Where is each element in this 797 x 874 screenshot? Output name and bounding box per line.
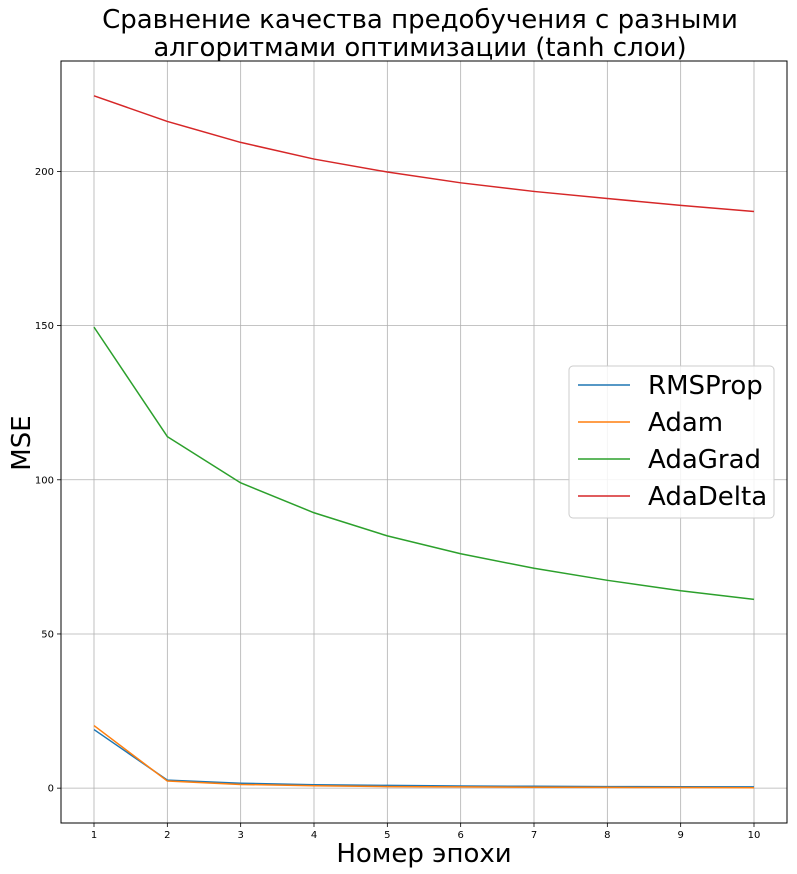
y-tick-label: 0	[48, 784, 54, 795]
x-tick-label: 1	[91, 830, 97, 841]
legend-label-rmsprop: RMSProp	[648, 371, 763, 401]
x-tick-label: 6	[457, 830, 463, 841]
x-axis-label: Номер эпохи	[336, 839, 511, 869]
series-line-rmsprop	[93, 728, 755, 788]
legend-label-adagrad: AdaGrad	[648, 445, 761, 475]
x-tick-label: 3	[237, 830, 243, 841]
y-tick-label: 100	[35, 475, 54, 486]
y-axis-label: MSE	[7, 415, 37, 470]
x-tick-label: 5	[384, 830, 390, 841]
x-tick-label: 7	[531, 830, 537, 841]
x-tick-label: 8	[604, 830, 610, 841]
series-line-adadelta	[93, 95, 755, 213]
x-tick-label: 4	[311, 830, 317, 841]
y-tick-label: 200	[35, 167, 54, 178]
legend-label-adam: Adam	[648, 408, 723, 438]
legend: RMSProp Adam AdaGrad AdaDelta	[568, 365, 775, 519]
chart-title-line-1: Сравнение качества предобучения с разным…	[102, 5, 738, 35]
series-line-adagrad	[93, 326, 755, 601]
chart-title-line-2: алгоритмами оптимизации (tanh слои)	[153, 33, 686, 63]
legend-label-adadelta: AdaDelta	[648, 482, 767, 512]
y-tick-label: 150	[35, 321, 54, 332]
plot-frame	[60, 60, 788, 824]
x-tick-label: 9	[677, 830, 683, 841]
legend-box	[568, 365, 775, 519]
series-lines	[93, 95, 755, 789]
series-line-adam	[93, 724, 755, 789]
x-tick-label: 10	[748, 830, 761, 841]
y-tick-label: 50	[41, 629, 54, 640]
x-tick-label: 2	[164, 830, 170, 841]
